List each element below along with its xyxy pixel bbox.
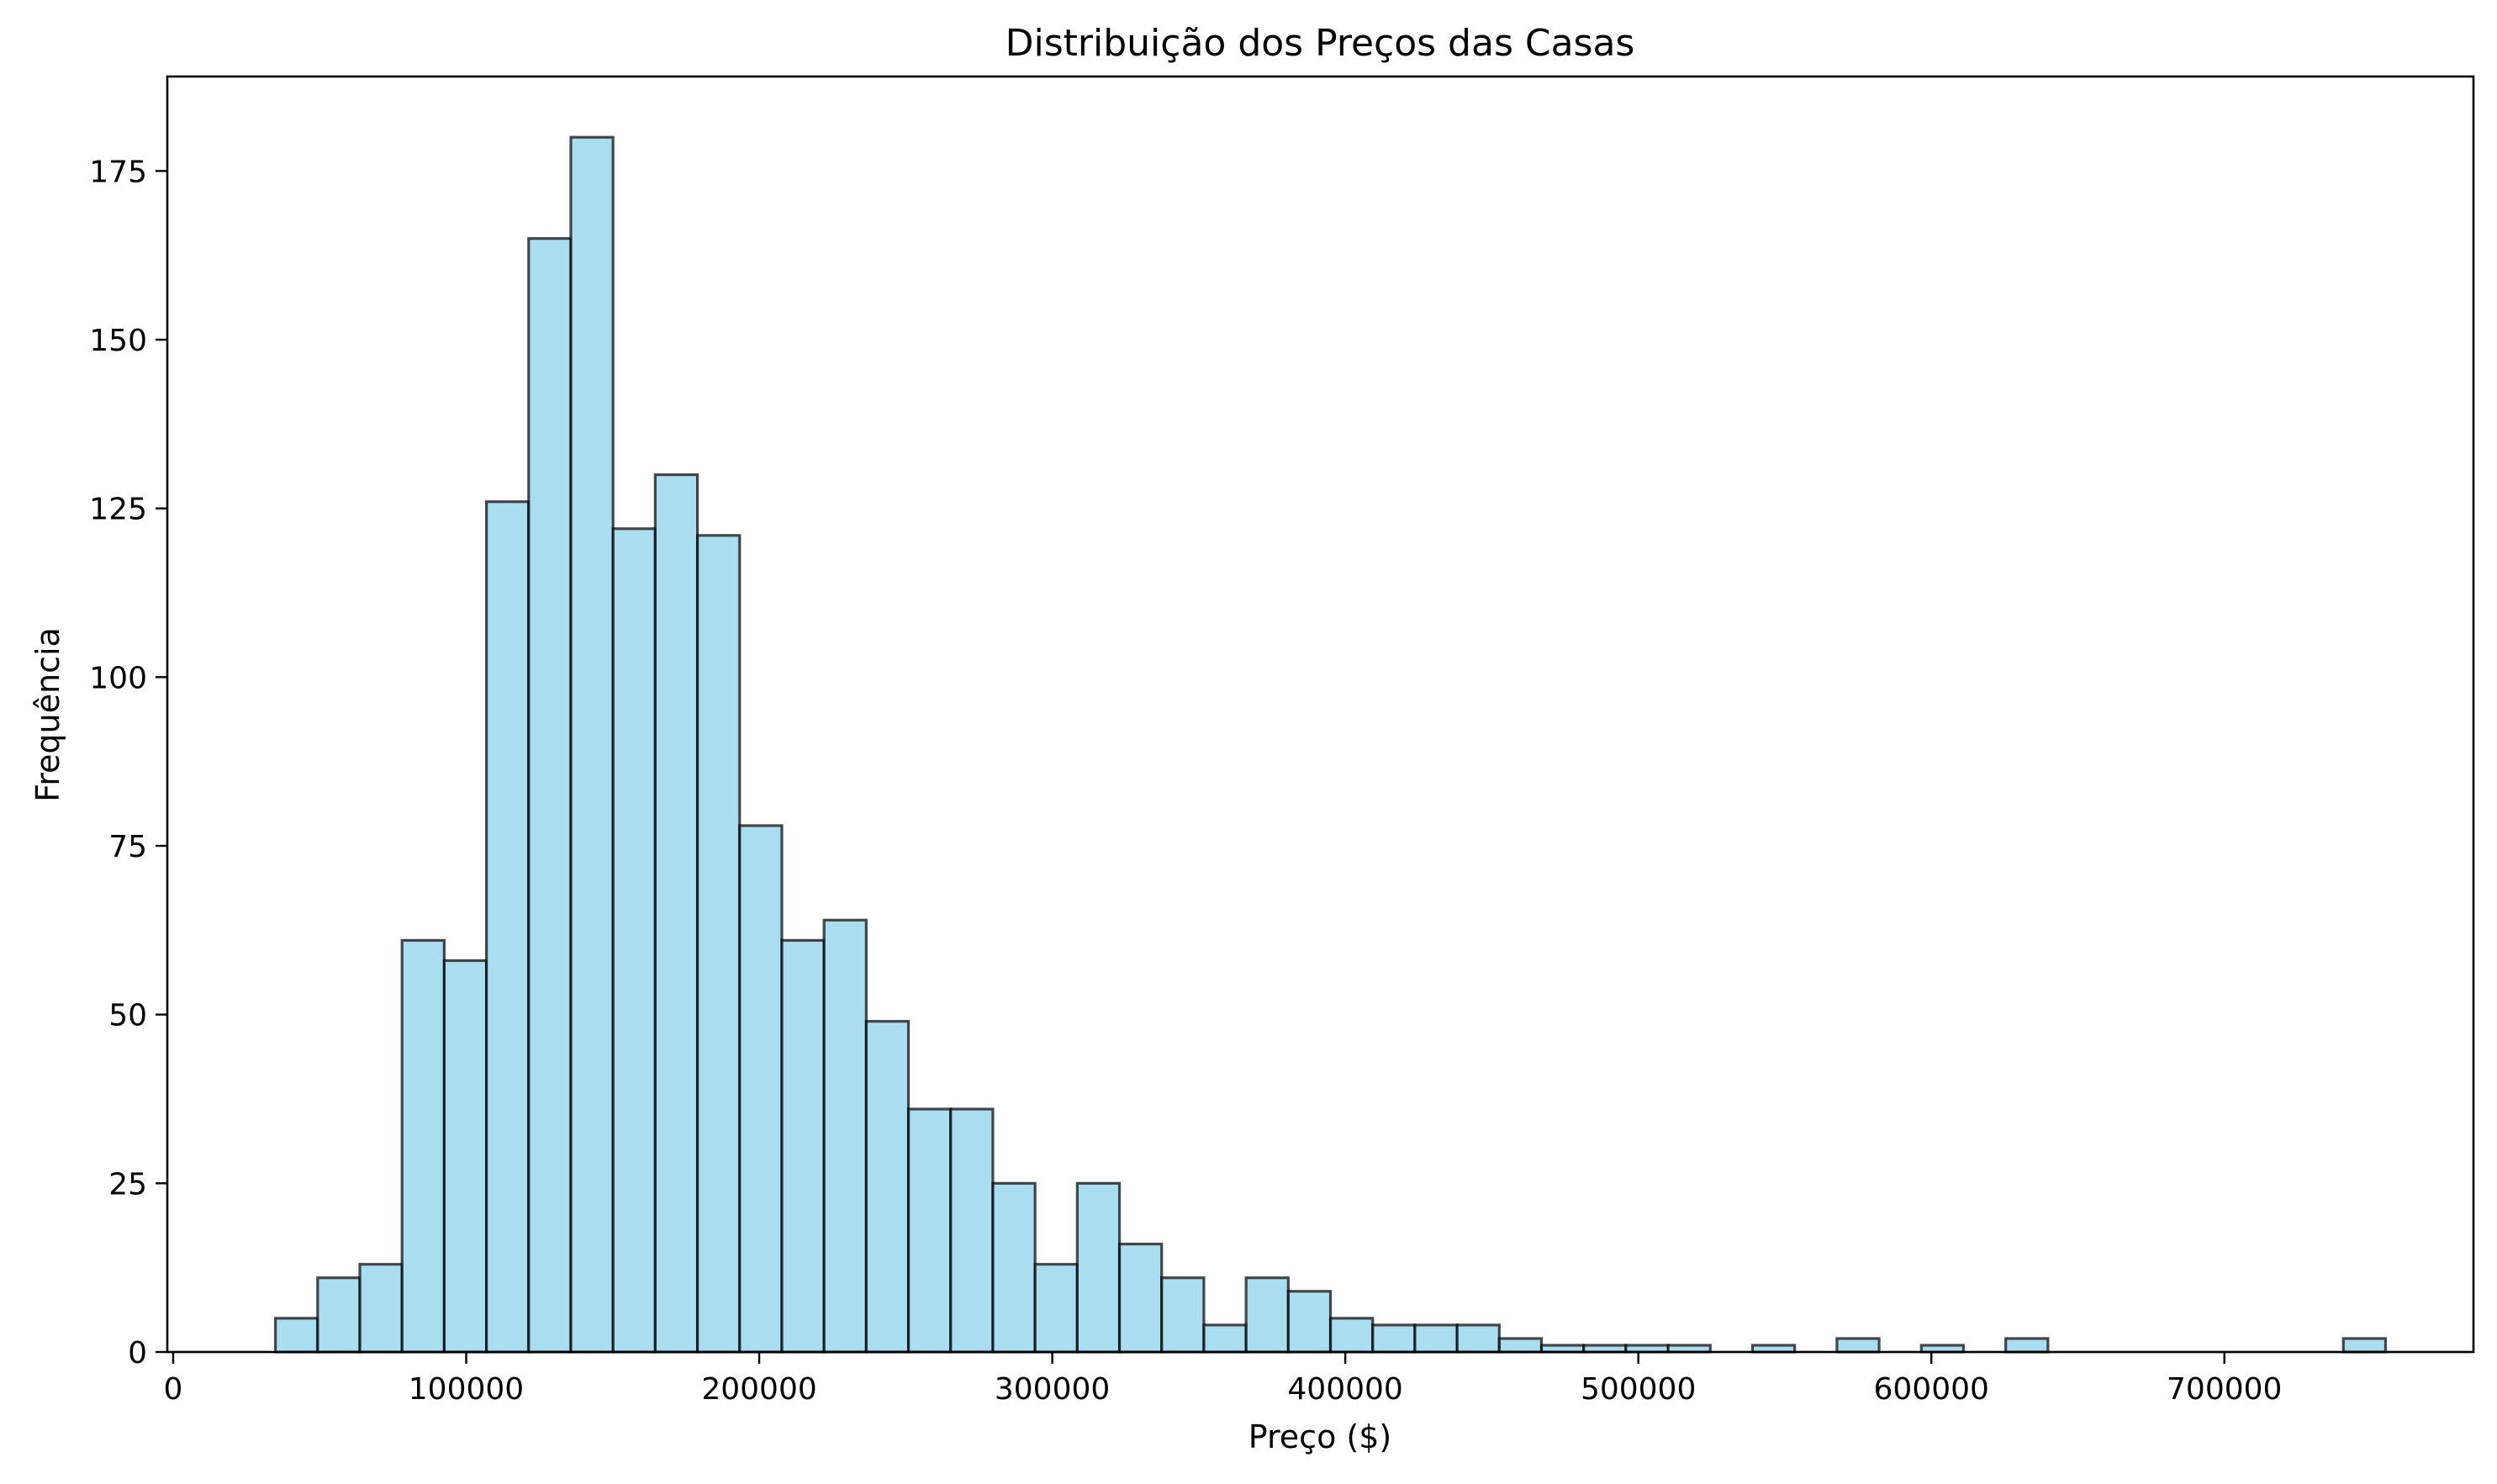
histogram-bar [1497, 1337, 1544, 1354]
histogram-bar [1455, 1323, 1501, 1354]
histogram-bar [569, 135, 615, 1354]
chart-title: Distribuição dos Preços das Casas [1006, 22, 1635, 65]
bars-group [274, 135, 2388, 1354]
histogram-bar [2004, 1337, 2050, 1354]
histogram-bar [1117, 1242, 1164, 1354]
histogram-bar [1160, 1276, 1206, 1354]
histogram-bar [442, 959, 488, 1354]
histogram-bar [738, 824, 784, 1354]
x-tick-label: 500000 [1581, 1372, 1696, 1407]
x-axis-label: Preço ($) [1248, 1418, 1391, 1455]
histogram-bar [274, 1317, 319, 1354]
x-tick-label: 600000 [1873, 1372, 1988, 1407]
y-tick-label: 25 [108, 1167, 147, 1201]
histogram-bar [1075, 1181, 1122, 1354]
y-axis-label: Frequência [29, 627, 66, 802]
histogram-bar [1202, 1323, 1248, 1354]
y-axis: 0 25 50 75 100 125 150 175 [89, 155, 167, 1370]
histogram-bar [1413, 1323, 1459, 1354]
histogram-bar [400, 938, 446, 1354]
histogram-bar [611, 527, 657, 1354]
histogram-bar [1328, 1317, 1375, 1354]
x-tick-label: 700000 [2167, 1372, 2282, 1407]
histogram-bar [906, 1107, 953, 1354]
histogram-bar [2341, 1337, 2388, 1354]
histogram-bar [1371, 1323, 1417, 1354]
x-axis: 0 100000 200000 300000 400000 500000 600000 700… [164, 1352, 2282, 1407]
x-tick-label: 400000 [1287, 1372, 1402, 1407]
histogram-bar [949, 1107, 995, 1354]
histogram-bar [991, 1181, 1037, 1354]
x-tick-label: 100000 [409, 1372, 524, 1407]
histogram-bar [1244, 1276, 1290, 1354]
histogram-bar [695, 534, 742, 1354]
histogram-bar [822, 918, 868, 1354]
histogram-bar [653, 473, 699, 1354]
y-tick-label: 125 [89, 493, 147, 527]
histogram-bar [780, 938, 826, 1354]
y-tick-label: 175 [89, 155, 147, 189]
histogram-bar [316, 1276, 362, 1354]
y-tick-label: 150 [89, 324, 147, 358]
y-tick-label: 0 [128, 1336, 147, 1370]
y-tick-label: 75 [108, 830, 147, 864]
x-tick-label: 300000 [995, 1372, 1110, 1407]
histogram-bar [484, 500, 531, 1354]
x-tick-label: 200000 [701, 1372, 816, 1407]
histogram-bar [864, 1020, 911, 1354]
y-tick-label: 100 [89, 661, 147, 695]
histogram-bar [358, 1263, 404, 1354]
histogram-bar [1033, 1263, 1079, 1354]
histogram-bar [527, 237, 573, 1354]
histogram-bar [1835, 1337, 1881, 1354]
y-tick-label: 50 [108, 999, 147, 1033]
plot-frame [166, 75, 2475, 1354]
histogram-bar [1286, 1290, 1333, 1354]
x-tick-label: 0 [164, 1372, 183, 1407]
